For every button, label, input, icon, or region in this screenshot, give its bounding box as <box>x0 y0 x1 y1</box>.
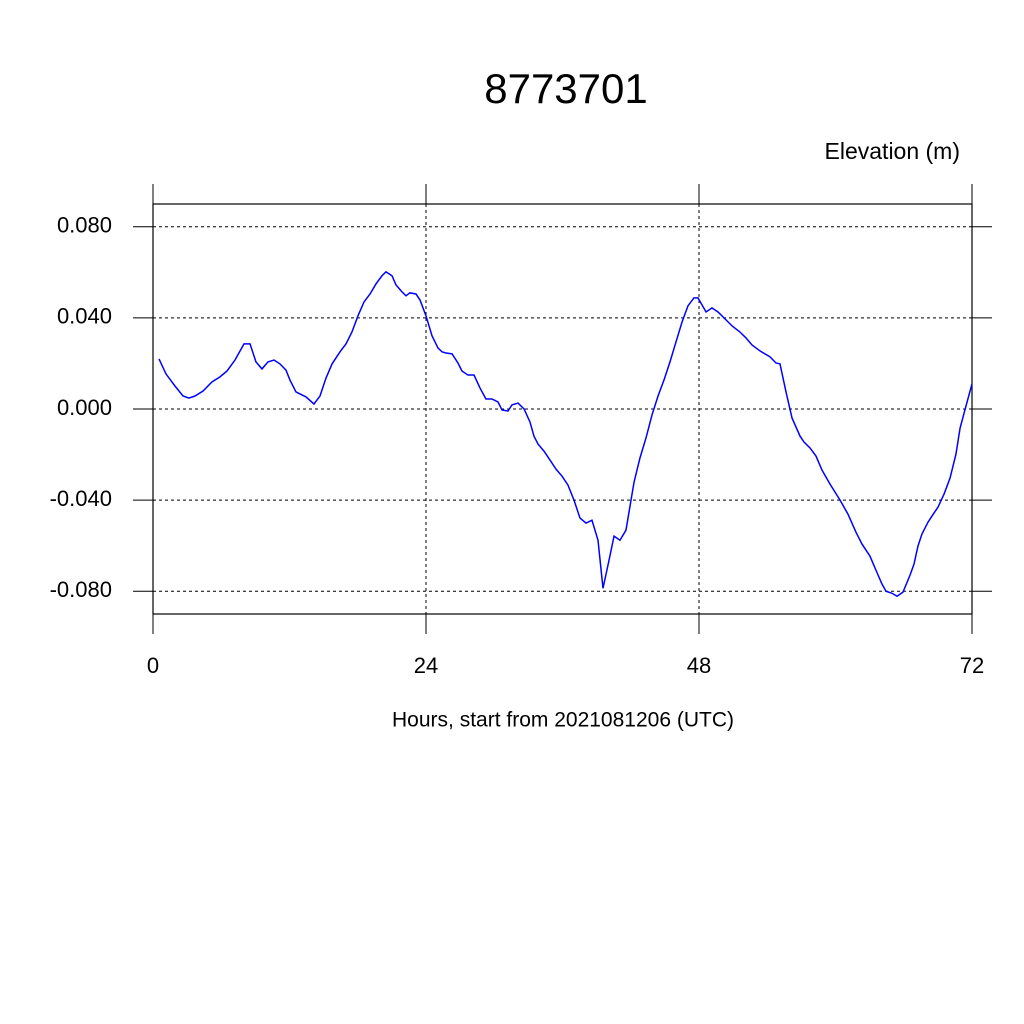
y-tick-label: 0.080 <box>57 213 112 238</box>
y-tick-label: -0.080 <box>50 577 112 602</box>
data-line <box>158 270 973 598</box>
x-axis-label: Hours, start from 2021081206 (UTC) <box>392 709 734 732</box>
x-tick-label: 48 <box>687 653 711 678</box>
x-tick-label: 24 <box>414 653 438 678</box>
y-tick-label: 0.040 <box>57 304 112 329</box>
x-tick-label: 72 <box>960 653 984 678</box>
y-tick-label: -0.040 <box>50 486 112 511</box>
x-tick-label: 0 <box>147 653 159 678</box>
y-tick-label: 0.000 <box>57 395 112 420</box>
chart-title: 8773701 <box>484 65 648 112</box>
y-axis-label: Elevation (m) <box>825 138 960 164</box>
